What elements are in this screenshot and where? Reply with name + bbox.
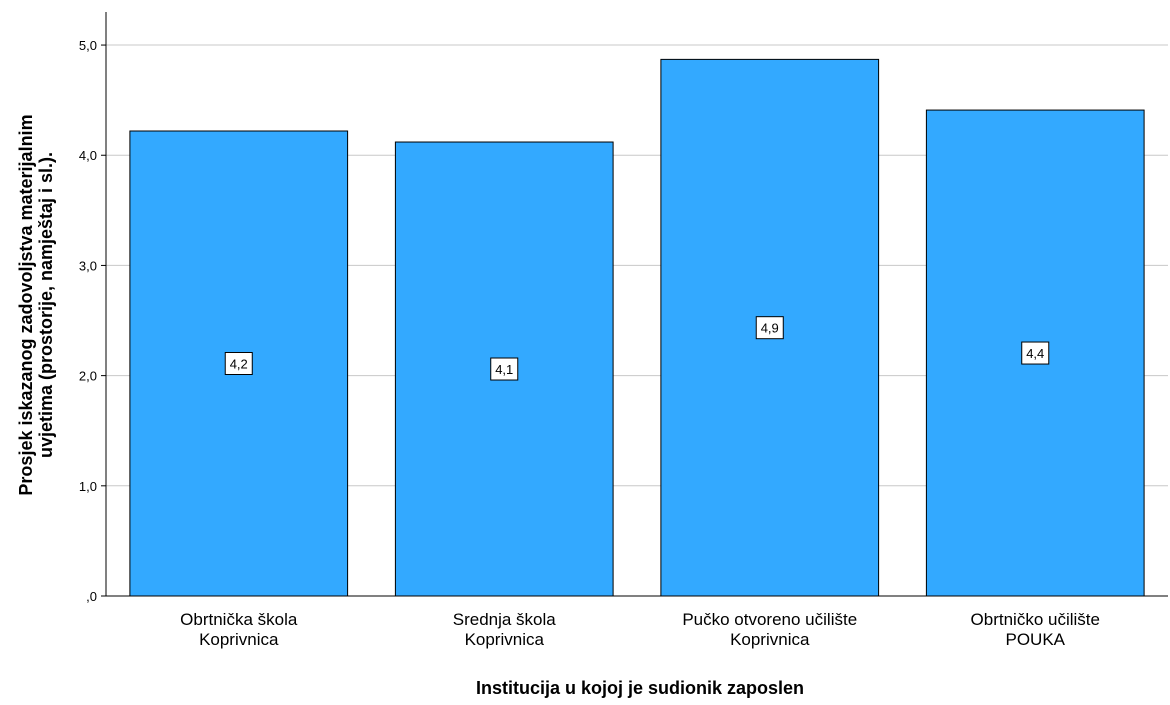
data-label-box — [755, 316, 784, 340]
x-tick-label: Srednja škola — [453, 610, 557, 629]
y-tick-label: 4,0 — [79, 148, 97, 163]
data-label-box — [224, 352, 253, 376]
x-axis-title: Institucija u kojoj je sudionik zaposlen — [476, 678, 804, 698]
x-tick-label: Pučko otvoreno učilište — [682, 610, 857, 629]
y-tick-label: 1,0 — [79, 479, 97, 494]
y-axis-title: Prosjek iskazanog zadovoljstva materijal… — [16, 114, 56, 495]
data-label: 4,1 — [495, 362, 513, 377]
y-tick-label: 2,0 — [79, 369, 97, 384]
data-label: 4,4 — [1026, 346, 1044, 361]
y-tick-label: 5,0 — [79, 38, 97, 53]
x-tick-label: Koprivnica — [465, 630, 545, 649]
x-tick-label: Obrtnička škola — [180, 610, 298, 629]
x-tick-label: Koprivnica — [730, 630, 810, 649]
y-tick-label: ,0 — [86, 589, 97, 604]
axes — [105, 12, 1168, 597]
data-label: 4,2 — [230, 357, 248, 372]
x-tick-label: Obrtničko učilište — [971, 610, 1100, 629]
x-tick-label: Koprivnica — [199, 630, 279, 649]
bars — [129, 58, 1145, 597]
data-labels: 4,2 4,1 4,9 4,4 — [224, 316, 1050, 381]
data-label-box — [490, 357, 519, 381]
data-label-box — [1021, 341, 1050, 365]
data-label: 4,9 — [761, 321, 779, 336]
y-axis-title-line-1: Prosjek iskazanog zadovoljstva materijal… — [16, 114, 36, 495]
x-tick-label: POUKA — [1005, 630, 1065, 649]
y-ticks: ,0 1,0 2,0 3,0 4,0 5,0 — [79, 38, 106, 604]
y-axis-title-line-2: uvjetima (prostorije, namještaj i sl.). — [36, 152, 56, 458]
y-tick-label: 3,0 — [79, 258, 97, 273]
